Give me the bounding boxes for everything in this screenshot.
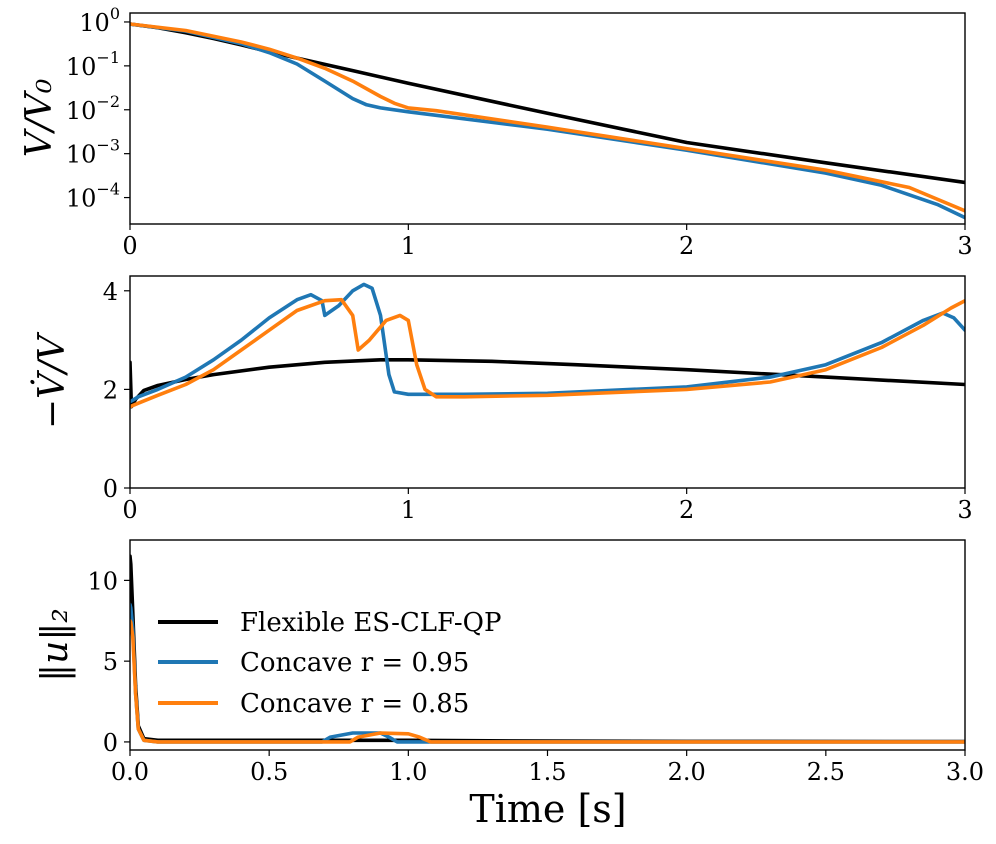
axes-frame-middle (129, 275, 966, 489)
x-tick-label: 3 (957, 496, 972, 524)
x-tick-label: 1 (401, 232, 416, 260)
x-tick-label: 1 (401, 496, 416, 524)
y-tick-label: 10−3 (66, 136, 120, 169)
series-line-0-2 (130, 22, 965, 213)
ylabel-bottom: ‖u‖₂ (35, 608, 76, 682)
x-tick-label: 3 (957, 232, 972, 260)
y-tick-label: 0 (103, 729, 118, 757)
series-line-1-0 (130, 357, 965, 409)
legend: Flexible ES-CLF-QP Concave r = 0.95 Conc… (158, 608, 502, 719)
x-tick-label: 2 (679, 232, 694, 260)
x-tick-label: 2.5 (807, 758, 845, 786)
panel-middle: 0 1 2 3 0 2 4 −V̇/V (31, 275, 973, 524)
x-tick-label: 0.0 (111, 758, 149, 786)
xlabel-bottom: Time [s] (469, 787, 626, 831)
legend-label-2: Concave r = 0.85 (240, 689, 469, 719)
ylabel-top: V/V₀ (19, 79, 60, 158)
series-line-1-2 (130, 297, 965, 409)
x-tick-label: 0.5 (250, 758, 288, 786)
x-tick-label: 1.5 (528, 758, 566, 786)
y-tick-label: 4 (103, 278, 118, 306)
panel-top: 0 1 2 3 100 10−1 10−2 10−3 10−4 V/V₀ (19, 4, 973, 260)
y-tick-label: 0 (103, 475, 118, 503)
y-tick-label: 10 (87, 567, 118, 595)
x-tick-label: 0 (122, 496, 137, 524)
y-tick-label: 10−1 (66, 48, 120, 81)
x-tick-label: 3.0 (946, 758, 984, 786)
y-tick-label: 10−2 (66, 92, 120, 125)
y-tick-label: 10−4 (66, 180, 120, 213)
x-tick-label: 1.0 (389, 758, 427, 786)
x-tick-label: 2.0 (668, 758, 706, 786)
series-line-2-2 (130, 618, 965, 744)
legend-label-1: Concave r = 0.95 (240, 648, 469, 678)
x-tick-label: 0 (122, 232, 137, 260)
x-tick-label: 2 (679, 496, 694, 524)
series-line-0-1 (130, 22, 965, 220)
legend-label-0: Flexible ES-CLF-QP (240, 608, 502, 638)
y-tick-label: 2 (103, 376, 118, 404)
ylabel-middle: −V̇/V (31, 331, 73, 429)
y-tick-label: 100 (79, 4, 120, 37)
series-line-1-1 (130, 282, 965, 404)
axes-frame-top (129, 12, 966, 225)
y-tick-label: 5 (103, 648, 118, 676)
